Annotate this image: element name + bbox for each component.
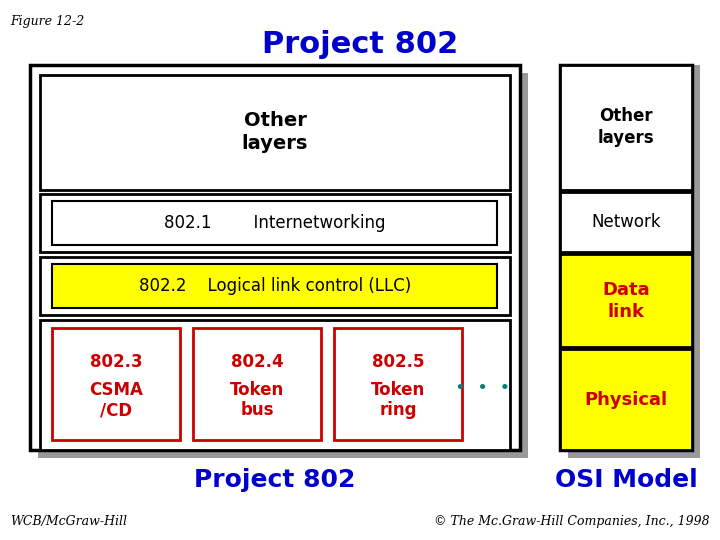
- Text: Other
layers: Other layers: [242, 111, 308, 153]
- Text: Project 802: Project 802: [194, 468, 356, 492]
- Text: Figure 12-2: Figure 12-2: [10, 15, 84, 28]
- Text: OSI Model: OSI Model: [554, 468, 698, 492]
- FancyBboxPatch shape: [560, 349, 692, 450]
- FancyBboxPatch shape: [560, 192, 692, 252]
- FancyBboxPatch shape: [52, 201, 497, 245]
- FancyBboxPatch shape: [40, 257, 510, 315]
- Text: WCB/McGraw-Hill: WCB/McGraw-Hill: [10, 515, 127, 528]
- FancyBboxPatch shape: [568, 65, 700, 458]
- Text: CSMA
/CD: CSMA /CD: [89, 381, 143, 420]
- FancyBboxPatch shape: [40, 75, 510, 190]
- Text: Other
layers: Other layers: [598, 107, 654, 147]
- FancyBboxPatch shape: [30, 65, 520, 450]
- Text: 802.2    Logical link control (LLC): 802.2 Logical link control (LLC): [139, 277, 411, 295]
- Text: Token
bus: Token bus: [230, 381, 284, 420]
- Text: © The Mc.Graw-Hill Companies, Inc., 1998: © The Mc.Graw-Hill Companies, Inc., 1998: [434, 515, 710, 528]
- FancyBboxPatch shape: [52, 264, 497, 308]
- FancyBboxPatch shape: [40, 320, 510, 450]
- Text: 802.1        Internetworking: 802.1 Internetworking: [164, 214, 386, 232]
- Text: Project 802: Project 802: [262, 30, 458, 59]
- FancyBboxPatch shape: [560, 65, 692, 190]
- Text: 802.4: 802.4: [230, 353, 283, 371]
- FancyBboxPatch shape: [38, 73, 528, 458]
- Text: Physical: Physical: [585, 391, 667, 409]
- FancyBboxPatch shape: [193, 328, 321, 440]
- FancyBboxPatch shape: [52, 328, 180, 440]
- Text: •  •  •: • • •: [455, 379, 510, 397]
- Text: Token
ring: Token ring: [371, 381, 425, 420]
- Text: 802.5: 802.5: [372, 353, 424, 371]
- Text: Data
link: Data link: [602, 281, 650, 321]
- FancyBboxPatch shape: [560, 254, 692, 347]
- FancyBboxPatch shape: [40, 194, 510, 252]
- Text: Network: Network: [591, 213, 661, 231]
- Text: 802.3: 802.3: [90, 353, 143, 371]
- FancyBboxPatch shape: [334, 328, 462, 440]
- FancyBboxPatch shape: [560, 65, 692, 450]
